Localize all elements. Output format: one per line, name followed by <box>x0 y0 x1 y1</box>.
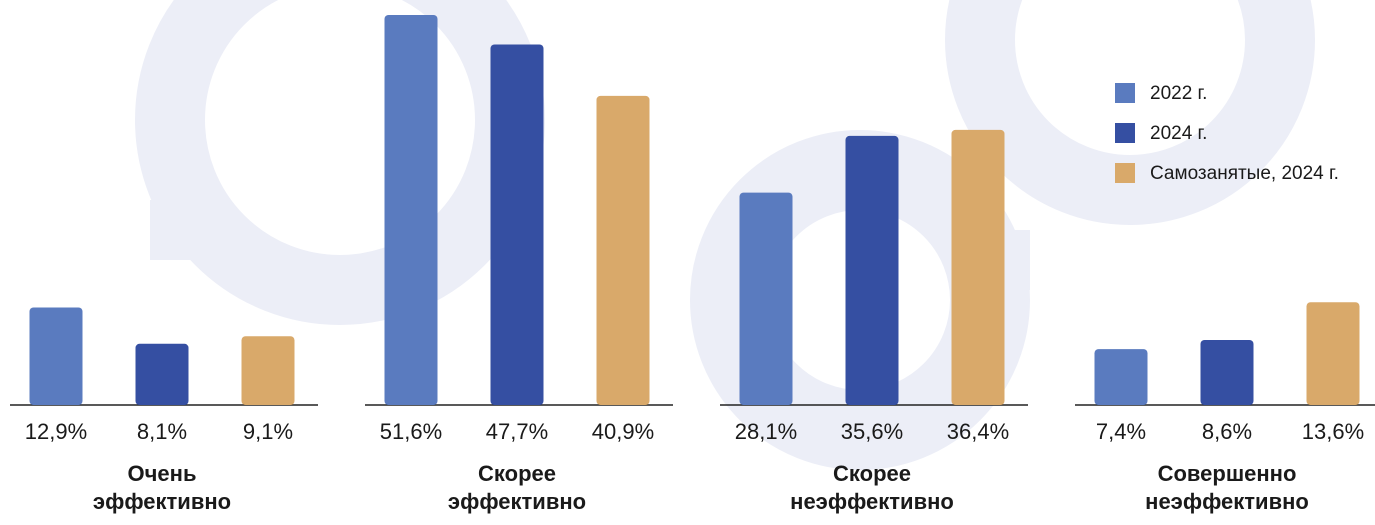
bar <box>1094 349 1148 405</box>
bar <box>384 15 438 405</box>
value-label: 13,6% <box>1302 419 1364 444</box>
value-label: 40,9% <box>592 419 654 444</box>
value-label: 8,6% <box>1202 419 1252 444</box>
value-label: 35,6% <box>841 419 903 444</box>
bar <box>1200 340 1254 405</box>
value-label: 12,9% <box>25 419 87 444</box>
category-label: Скорее <box>478 461 556 486</box>
category-label: эффективно <box>448 489 586 514</box>
bar <box>1306 302 1360 405</box>
category-label: Совершенно <box>1158 461 1297 486</box>
legend-label: Самозанятые, 2024 г. <box>1150 163 1339 184</box>
value-label: 28,1% <box>735 419 797 444</box>
category-label: неэффективно <box>790 489 954 514</box>
legend-swatch <box>1115 123 1135 143</box>
bar <box>739 192 793 405</box>
value-label: 9,1% <box>243 419 293 444</box>
bar <box>845 135 899 405</box>
value-label: 47,7% <box>486 419 548 444</box>
value-label: 8,1% <box>137 419 187 444</box>
bar <box>135 343 189 405</box>
value-label: 36,4% <box>947 419 1009 444</box>
category-label: Очень <box>128 461 197 486</box>
category-label: эффективно <box>93 489 231 514</box>
legend-label: 2024 г. <box>1150 123 1207 144</box>
bar <box>241 336 295 405</box>
category-label: Скорее <box>833 461 911 486</box>
legend-label: 2022 г. <box>1150 83 1207 104</box>
value-label: 51,6% <box>380 419 442 444</box>
legend-swatch <box>1115 83 1135 103</box>
bar <box>596 95 650 405</box>
bar <box>490 44 544 405</box>
category-label: неэффективно <box>1145 489 1309 514</box>
bar <box>29 307 83 405</box>
value-label: 7,4% <box>1096 419 1146 444</box>
bar <box>951 129 1005 405</box>
legend-swatch <box>1115 163 1135 183</box>
